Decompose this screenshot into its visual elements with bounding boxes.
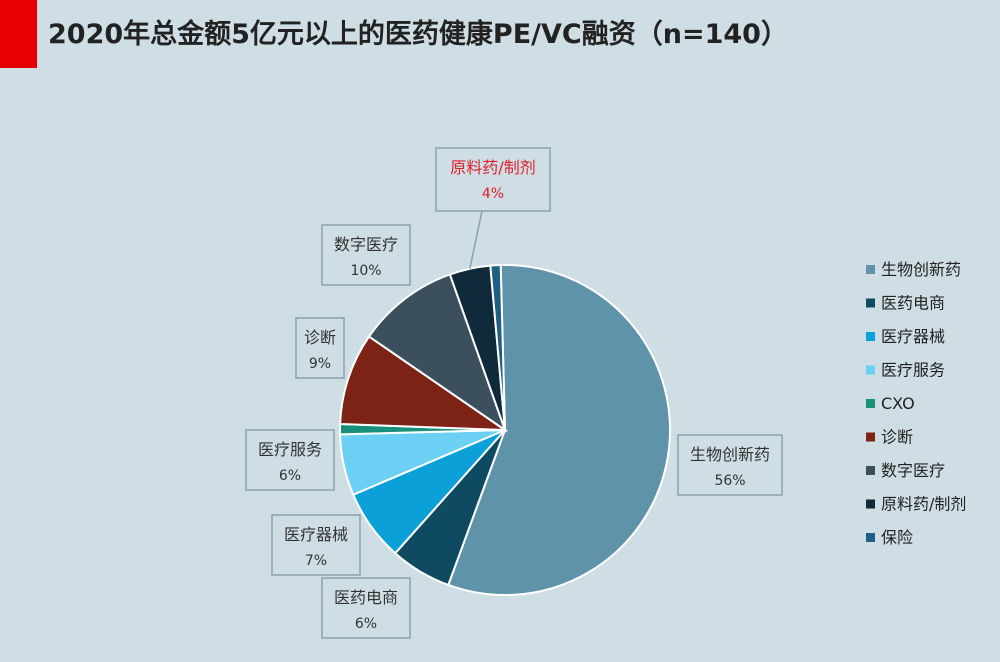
data-label-name: 诊断	[304, 328, 336, 347]
legend-item-cxo: CXO	[866, 394, 915, 413]
data-label-name: 医疗服务	[258, 440, 322, 459]
legend-item-diagnostics: 诊断	[866, 428, 913, 447]
legend-item-bio-innovative-drugs: 生物创新药	[866, 260, 961, 279]
legend-item-insurance: 保险	[866, 528, 913, 547]
legend-swatch	[866, 365, 875, 375]
legend-item-medical-services: 医疗服务	[866, 361, 945, 380]
legend-swatch	[866, 298, 875, 308]
legend-label: 医药电商	[881, 294, 945, 313]
data-label-medical-devices: 医疗器械 7%	[271, 514, 361, 576]
pie-slice-insurance	[489, 264, 506, 431]
chart-title: 2020年总金额5亿元以上的医药健康PE/VC融资（n=140）	[48, 19, 788, 50]
legend-swatch	[866, 533, 875, 542]
pie-slice-diagnostics	[339, 335, 509, 432]
legend-label: CXO	[881, 394, 915, 413]
legend-swatch	[866, 432, 875, 442]
data-label-diagnostics: 诊断 9%	[295, 317, 345, 379]
data-label-value: 9%	[309, 356, 331, 372]
legend-item-medical-devices: 医疗器械	[866, 327, 945, 346]
data-label-box	[271, 514, 361, 576]
data-label-box	[295, 317, 345, 379]
legend-item-digital-health: 数字医疗	[866, 461, 945, 480]
legend-label: 医疗服务	[881, 361, 945, 380]
legend-item-api-formulations: 原料药/制剂	[866, 495, 966, 514]
data-label-value: 7%	[305, 553, 327, 569]
legend-swatch	[866, 499, 875, 509]
data-label-value: 10%	[350, 263, 381, 279]
data-label-box	[321, 577, 411, 639]
data-label-value: 4%	[482, 186, 504, 202]
data-label-name: 数字医疗	[334, 235, 398, 254]
data-label-api-formulations: 原料药/制剂 4%	[435, 147, 551, 212]
data-label-box	[321, 224, 411, 286]
legend-swatch	[866, 399, 875, 408]
legend-label: 数字医疗	[881, 461, 945, 480]
pie-slice-digital-health	[367, 273, 507, 433]
data-label-medical-services: 医疗服务 6%	[245, 429, 335, 491]
legend-swatch	[866, 332, 875, 341]
legend-swatch	[866, 466, 875, 475]
legend-swatch	[866, 265, 875, 274]
legend-label: 医疗器械	[881, 327, 945, 346]
data-label-bio-innovative-drugs: 生物创新药 56%	[677, 434, 783, 496]
data-label-value: 6%	[279, 468, 301, 484]
data-label-value: 6%	[355, 616, 377, 632]
legend-label: 诊断	[881, 428, 913, 447]
data-label-pharma-ecommerce: 医药电商 6%	[321, 577, 411, 639]
leader-line-api-formulations	[469, 210, 483, 269]
data-label-value: 56%	[714, 473, 745, 489]
data-label-box	[435, 147, 551, 212]
data-label-name: 原料药/制剂	[450, 158, 535, 177]
data-label-box	[677, 434, 783, 496]
legend-label: 保险	[881, 528, 913, 547]
data-label-name: 医药电商	[334, 588, 398, 607]
legend-item-pharma-ecommerce: 医药电商	[866, 294, 945, 313]
legend-label: 原料药/制剂	[881, 495, 966, 514]
data-label-name: 生物创新药	[690, 445, 770, 464]
legend-label: 生物创新药	[881, 260, 961, 279]
data-label-digital-health: 数字医疗 10%	[321, 224, 411, 286]
data-label-box	[245, 429, 335, 491]
title-accent-bar	[0, 0, 37, 68]
data-label-name: 医疗器械	[284, 525, 348, 544]
